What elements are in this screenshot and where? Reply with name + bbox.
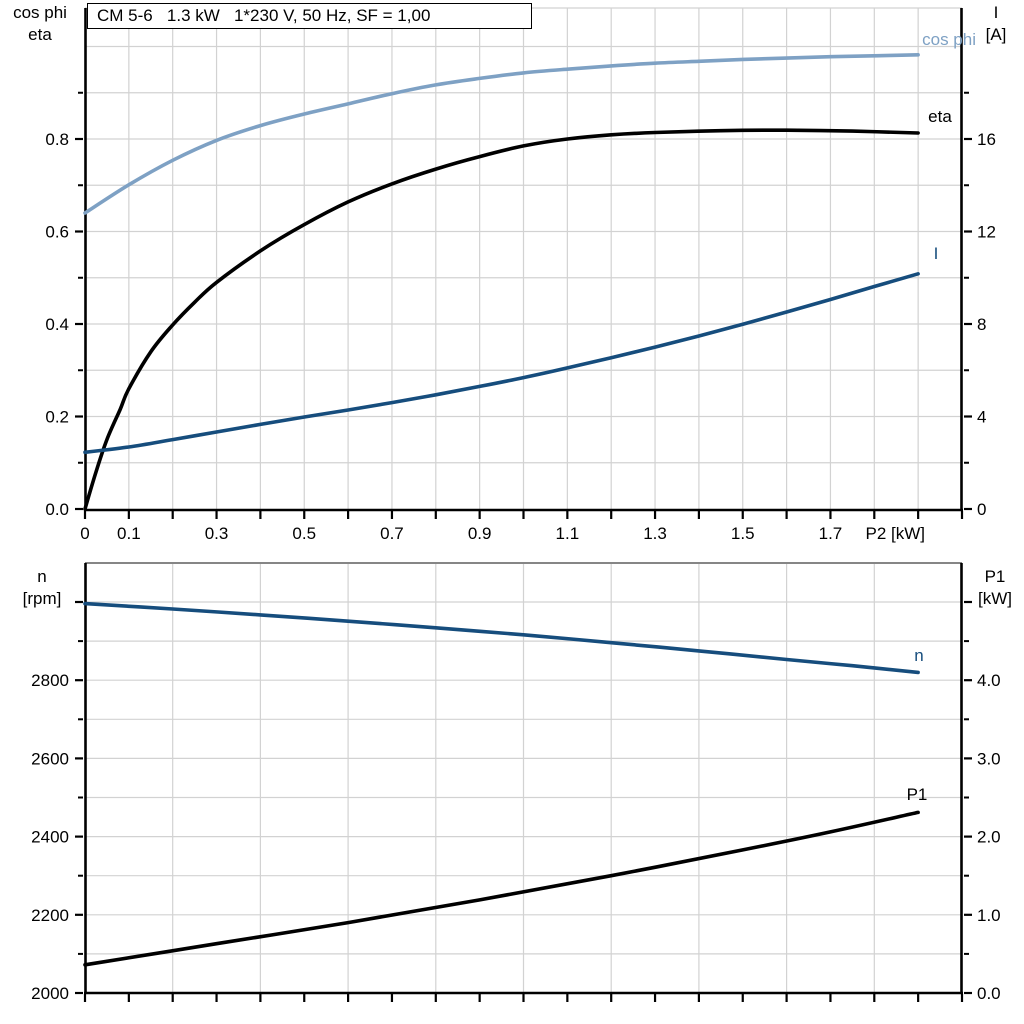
tick-label: 2800 xyxy=(31,671,69,690)
bottom-chart-ticks: 2000 2200 2400 2600 2800 0.0 1.0 2.0 3.0 4.0 xyxy=(31,600,1001,1003)
tick-label: 0.7 xyxy=(380,524,404,543)
tick-label: 1.7 xyxy=(819,524,843,543)
tick-label: 4.0 xyxy=(977,671,1001,690)
tick-label: 3.0 xyxy=(977,749,1001,768)
top-left-axis-title: cos phi eta xyxy=(13,3,67,44)
bottom-right-axis-title: P1 [kW] xyxy=(978,567,1012,608)
bottom-chart-frame xyxy=(84,562,963,995)
tick-label: 2400 xyxy=(31,828,69,847)
tick-label: 12 xyxy=(977,223,996,242)
tick-label: 0.2 xyxy=(45,408,69,427)
tick-label: 1.5 xyxy=(731,524,755,543)
chart-title: CM 5-6 1.3 kW 1*230 V, 50 Hz, SF = 1,00 xyxy=(97,6,431,25)
chart-title-box: CM 5-6 1.3 kW 1*230 V, 50 Hz, SF = 1,00 xyxy=(87,3,532,29)
tick-label: 0.0 xyxy=(45,500,69,519)
curve-label-p1: P1 xyxy=(906,785,928,804)
tick-label: 16 xyxy=(977,130,996,149)
tick-label: 0 xyxy=(80,524,89,543)
tick-label: 2600 xyxy=(31,749,69,768)
tick-label: 0.9 xyxy=(468,524,492,543)
tick-label: 0.0 xyxy=(977,984,1001,1003)
curve-label-current: I xyxy=(933,244,939,263)
curve-label-cos-phi: cos phi xyxy=(922,30,976,49)
tick-label: 2200 xyxy=(31,906,69,925)
tick-label: 4 xyxy=(977,408,986,427)
tick-label: 0.5 xyxy=(292,524,316,543)
top-chart-curves xyxy=(83,53,920,511)
tick-label: 1.1 xyxy=(556,524,580,543)
curve-current xyxy=(83,272,920,455)
curve-label-speed: n xyxy=(914,646,924,665)
tick-label: 0.4 xyxy=(45,315,69,334)
tick-label: 0.1 xyxy=(117,524,141,543)
top-chart-ticks: 0.0 0.2 0.4 0.6 0.8 0 4 8 12 16 0 0.1 0.3 0.5 0.7 0.9 1.… xyxy=(45,91,996,543)
tick-label: 1.0 xyxy=(977,906,1001,925)
curve-speed xyxy=(83,601,920,675)
bottom-left-axis-title: n [rpm] xyxy=(22,567,62,608)
curve-eta xyxy=(83,128,920,511)
tick-label: P2 [kW] xyxy=(866,524,926,543)
tick-label: 8 xyxy=(977,315,986,334)
tick-label: 0.6 xyxy=(45,223,69,242)
curve-label-eta: eta xyxy=(928,107,952,126)
tick-label: 2000 xyxy=(31,984,69,1003)
curve-p1 xyxy=(83,810,920,967)
tick-label: 0.3 xyxy=(205,524,229,543)
curve-cos-phi xyxy=(83,53,920,215)
tick-label: 0 xyxy=(977,500,986,519)
bottom-chart: 2000 2200 2400 2600 2800 0.0 1.0 2.0 3.0 4.0 xyxy=(31,562,1001,1003)
bottom-chart-curves xyxy=(83,601,920,967)
tick-label: 0.8 xyxy=(45,130,69,149)
top-chart-gridlines xyxy=(85,8,962,510)
top-right-axis-title: I [A] xyxy=(985,3,1007,44)
bottom-chart-gridlines xyxy=(85,563,962,993)
tick-label: 2.0 xyxy=(977,828,1001,847)
tick-label: 1.3 xyxy=(643,524,667,543)
top-chart: 0.0 0.2 0.4 0.6 0.8 0 4 8 12 16 0 0.1 0.3 0.5 0.7 0.9 1.… xyxy=(45,7,996,543)
